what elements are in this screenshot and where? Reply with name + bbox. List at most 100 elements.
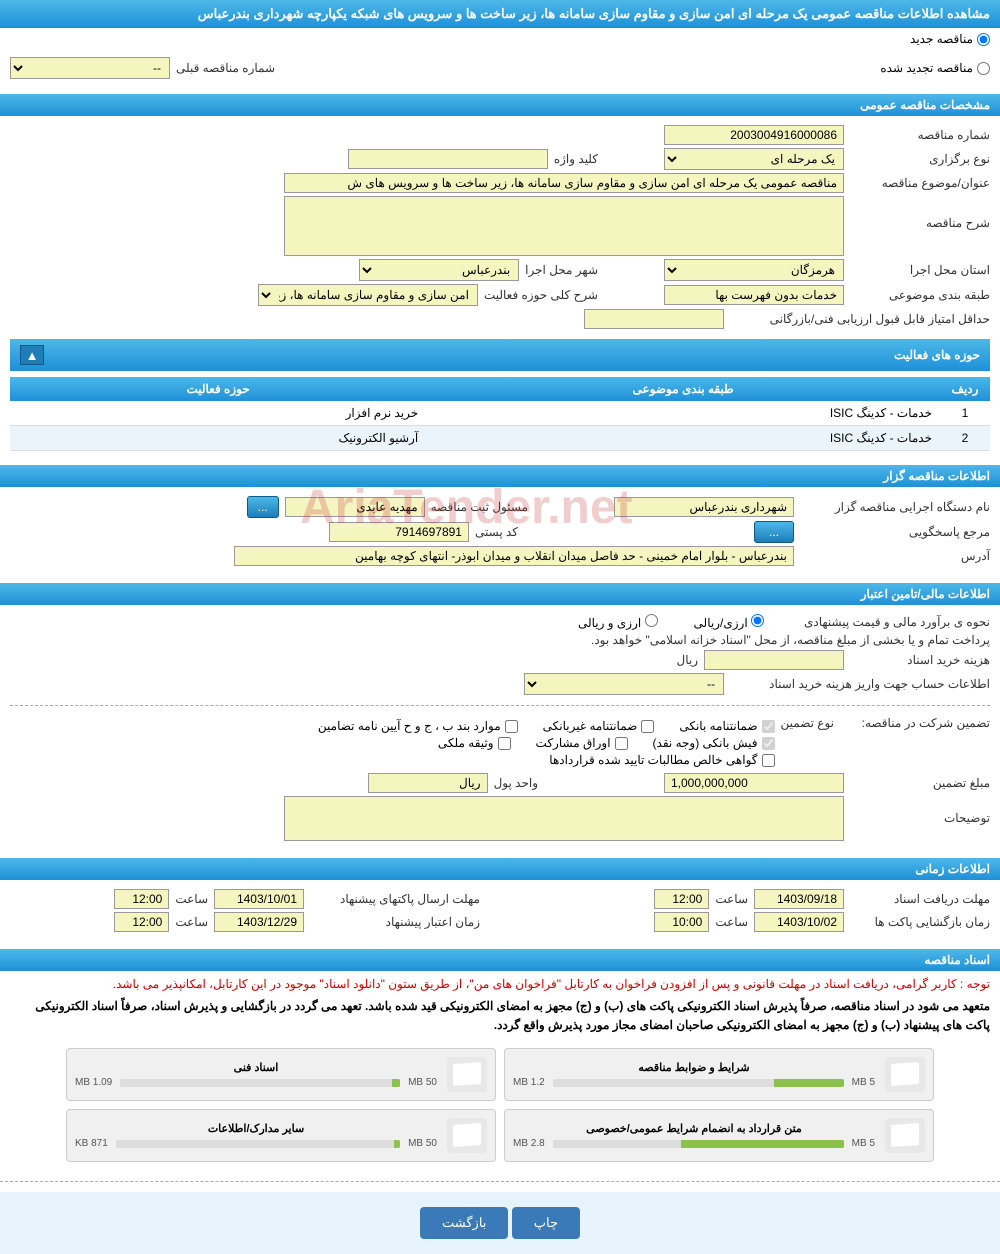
org-label: نام دستگاه اجرایی مناقصه گزار [800, 500, 990, 514]
keyword-field[interactable] [348, 149, 548, 169]
folder-icon [447, 1118, 487, 1153]
file-title: سایر مدارک/اطلاعات [75, 1122, 437, 1135]
send-label: مهلت ارسال پاکتهای پیشنهاد [310, 892, 480, 906]
file-card[interactable]: متن قرارداد به انضمام شرایط عمومی/خصوصی … [504, 1109, 934, 1162]
category-label: طبقه بندی موضوعی [850, 288, 990, 302]
table-row: 1خدمات - کدینگ ISICخرید نرم افزار [10, 401, 990, 426]
cb-shares[interactable]: اوراق مشارکت [536, 736, 628, 750]
section-general: مشخصات مناقصه عمومی [0, 94, 1000, 116]
time-word3: ساعت [715, 915, 748, 929]
radio-new-label: مناقصه جدید [910, 32, 973, 46]
radio-new-input[interactable] [977, 33, 990, 46]
province-label: استان محل اجرا [850, 263, 990, 277]
time-word2: ساعت [175, 892, 208, 906]
desc-label: شرح مناقصه [850, 196, 990, 230]
print-button[interactable]: چاپ [512, 1207, 580, 1239]
type-select[interactable]: یک مرحله ای [664, 148, 844, 170]
file-card[interactable]: اسناد فنی 50 MB 1.09 MB [66, 1048, 496, 1101]
divider [10, 705, 990, 706]
cb-nonbank[interactable]: ضمانتنامه غیربانکی [543, 719, 655, 733]
activity-table-header: حوزه های فعالیت ▲ [10, 339, 990, 371]
send-date: 1403/10/01 [214, 889, 304, 909]
notes-field[interactable] [284, 796, 844, 841]
radio-rial[interactable]: ارزی و ریالی [578, 614, 658, 630]
open-date: 1403/10/02 [754, 912, 844, 932]
file-title: اسناد فنی [75, 1061, 437, 1074]
cb-bank[interactable]: ضمانتنامه بانکی [679, 719, 774, 733]
scope-label: شرح کلی حوزه فعالیت [484, 288, 598, 302]
min-score-label: حداقل امتیاز قابل قبول ارزیابی فنی/بازرگ… [730, 312, 990, 326]
file-card[interactable]: سایر مدارک/اطلاعات 50 MB 871 KB [66, 1109, 496, 1162]
footer-buttons: چاپ بازگشت [0, 1192, 1000, 1254]
scope-select[interactable]: امن سازی و مقاوم سازی سامانه ها، زیر ساخ… [258, 284, 478, 306]
section-docs: اسناد مناقصه [0, 949, 1000, 971]
cb-property[interactable]: وثیقه ملکی [438, 736, 511, 750]
ref-button[interactable]: ... [754, 521, 794, 543]
category-field: خدمات بدون فهرست بها [664, 285, 844, 305]
amount-label: مبلغ تضمین [850, 776, 990, 790]
valid-time: 12:00 [114, 912, 169, 932]
doc-cost-field[interactable] [704, 650, 844, 670]
cb-cash[interactable]: فیش بانکی (وجه نقد) [653, 736, 775, 750]
red-note: توجه : کاربر گرامی، دریافت اسناد در مهلت… [10, 977, 990, 991]
radio-renewed-input[interactable] [977, 62, 990, 75]
unit-field: ریال [368, 773, 488, 793]
cb-receivable[interactable]: گواهی خالص مطالبات تایید شده قراردادها [549, 753, 774, 767]
radio-arzi[interactable]: ارزی/ریالی [694, 614, 764, 630]
file-title: شرایط و ضوابط مناقصه [513, 1061, 875, 1074]
account-label: اطلاعات حساب جهت واریز هزینه خرید اسناد [730, 677, 990, 691]
folder-icon [447, 1057, 487, 1092]
city-select[interactable]: بندرعباس [359, 259, 519, 281]
file-max: 5 MB [852, 1077, 875, 1088]
notes-label: توضیحات [850, 796, 990, 825]
activity-table: ردیف طبقه بندی موضوعی حوزه فعالیت 1خدمات… [10, 377, 990, 451]
cb-items[interactable]: موارد بند ب ، ج و ح آیین نامه تضامین [318, 719, 518, 733]
progress-bar [120, 1079, 400, 1087]
collapse-button[interactable]: ▲ [20, 345, 44, 365]
file-used: 1.09 MB [75, 1077, 112, 1088]
addr-field: بندرعباس - بلوار امام خمینی - حد فاصل می… [234, 546, 794, 566]
more-button[interactable]: ... [247, 496, 279, 518]
radio-renewed-tender[interactable]: مناقصه تجدید شده [880, 61, 990, 75]
activity-title: حوزه های فعالیت [894, 348, 980, 362]
col-scope: حوزه فعالیت [10, 377, 426, 401]
min-score-field[interactable] [584, 309, 724, 329]
doc-cost-label: هزینه خرید اسناد [850, 653, 990, 667]
guarantee-label: تضمین شرکت در مناقصه: [840, 716, 990, 730]
prev-number-label: شماره مناقصه قبلی [176, 61, 275, 75]
progress-bar [553, 1079, 844, 1087]
file-title: متن قرارداد به انضمام شرایط عمومی/خصوصی [513, 1122, 875, 1135]
number-field: 2003004916000086 [664, 125, 844, 145]
section-holder: اطلاعات مناقصه گزار [0, 465, 1000, 487]
page-header: مشاهده اطلاعات مناقصه عمومی یک مرحله ای … [0, 0, 1000, 28]
radio-new-tender[interactable]: مناقصه جدید [910, 32, 990, 46]
number-label: شماره مناقصه [850, 128, 990, 142]
col-category: طبقه بندی موضوعی [426, 377, 940, 401]
col-row: ردیف [940, 377, 990, 401]
reg-field: مهدیه عابدی [285, 497, 425, 517]
file-max: 50 MB [408, 1138, 437, 1149]
desc-field[interactable] [284, 196, 844, 256]
file-card[interactable]: شرایط و ضوابط مناقصه 5 MB 1.2 MB [504, 1048, 934, 1101]
prev-number-select[interactable]: -- [10, 57, 170, 79]
treasury-note: پرداخت تمام و یا بخشی از مبلغ مناقصه، از… [591, 633, 990, 647]
receive-time: 12:00 [654, 889, 709, 909]
type-label: نوع برگزاری [850, 152, 990, 166]
file-used: 871 KB [75, 1138, 108, 1149]
divider-bottom [0, 1181, 1000, 1182]
open-time: 10:00 [654, 912, 709, 932]
send-time: 12:00 [114, 889, 169, 909]
file-used: 1.2 MB [513, 1077, 545, 1088]
account-select[interactable]: -- [524, 673, 724, 695]
keyword-label: کلید واژه [554, 152, 598, 166]
section-timing: اطلاعات زمانی [0, 858, 1000, 880]
postal-label: کد پستی [475, 525, 518, 539]
progress-bar [553, 1140, 844, 1148]
addr-label: آدرس [800, 549, 990, 563]
section-financial: اطلاعات مالی/تامین اعتبار [0, 583, 1000, 605]
back-button[interactable]: بازگشت [420, 1207, 508, 1239]
subject-field[interactable]: مناقصه عمومی یک مرحله ای امن سازی و مقاو… [284, 173, 844, 193]
province-select[interactable]: هرمزگان [664, 259, 844, 281]
open-label: زمان بازگشایی پاکت ها [850, 915, 990, 929]
folder-icon [885, 1057, 925, 1092]
